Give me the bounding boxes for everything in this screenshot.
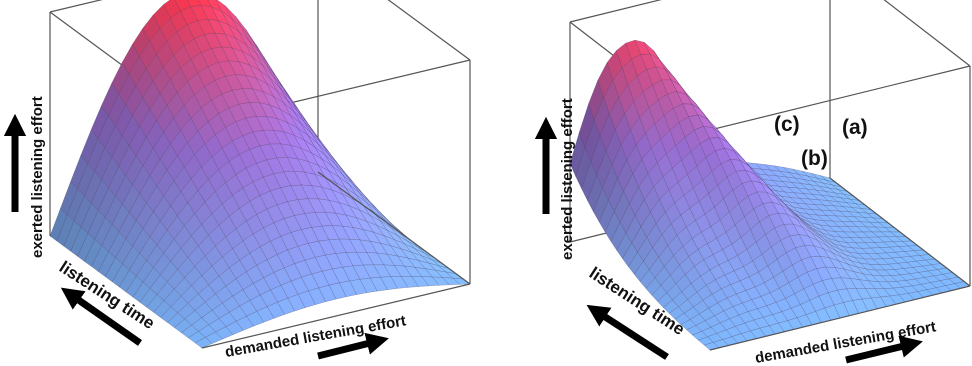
left-panel: exerted listening effort listening time … — [3, 0, 471, 361]
box-edge — [709, 65, 971, 131]
right-y-arrow-icon — [586, 304, 669, 360]
box-edge — [201, 283, 471, 349]
peak-label-c: (c) — [774, 113, 800, 136]
box-edge — [883, 0, 971, 67]
right-surface-plot — [569, 39, 971, 351]
box-edge — [829, 177, 971, 287]
box-edge — [709, 285, 971, 351]
right-panel: exerted listening effort listening time … — [534, 0, 971, 366]
peak-label-b: (b) — [801, 147, 828, 170]
box-edge — [387, 0, 471, 61]
left-x-arrow-icon — [317, 332, 389, 360]
box-edge — [317, 171, 471, 285]
left-y-arrow-icon — [60, 287, 143, 346]
box-edge — [569, 0, 662, 23]
left-z-axis-label: exerted listening effort — [29, 96, 46, 258]
right-box-front-edges — [709, 66, 971, 351]
box-edge — [49, 0, 103, 13]
left-box-front-edges — [201, 60, 471, 349]
peak-label-a: (a) — [842, 116, 868, 139]
right-x-arrow-icon — [845, 335, 923, 364]
right-z-axis-label: exerted listening effort — [559, 98, 576, 260]
